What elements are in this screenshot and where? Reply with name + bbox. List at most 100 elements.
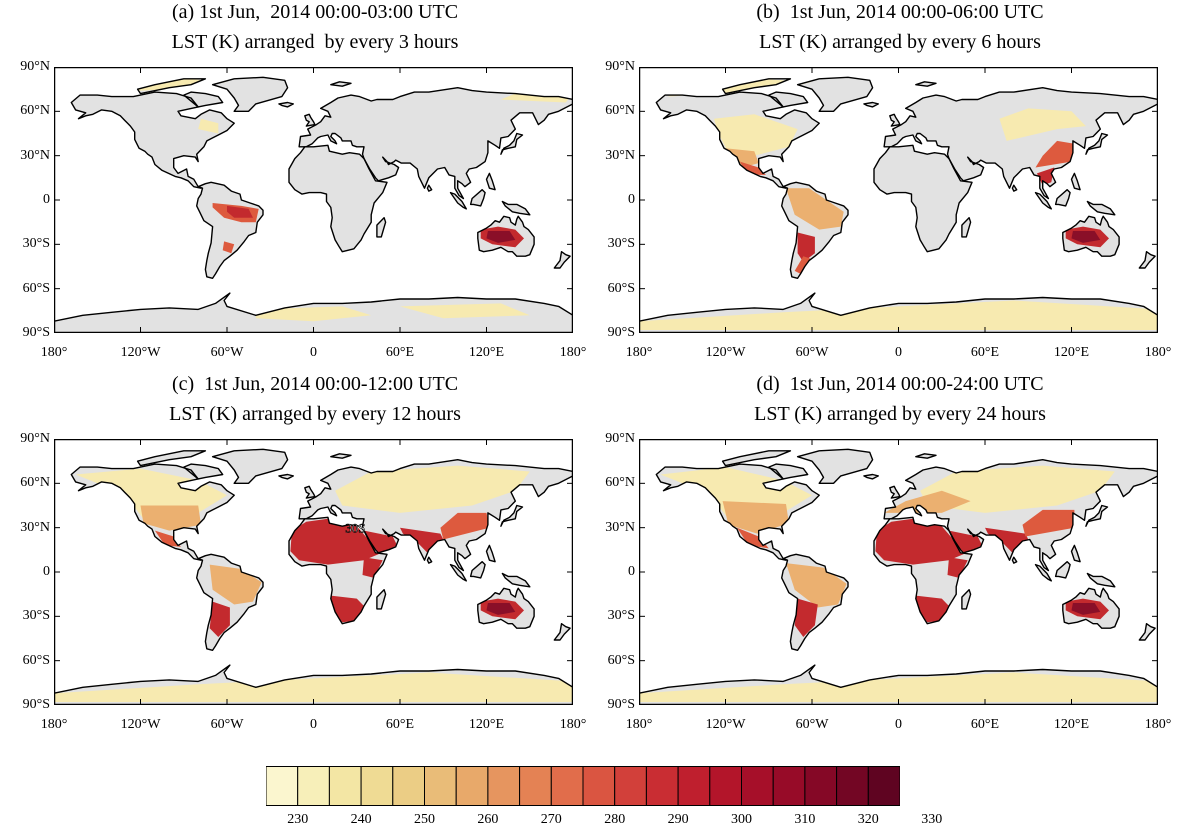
coastline-baffin xyxy=(183,463,224,480)
coastline-arctic-islands xyxy=(721,78,792,95)
colorbar-label: 280 xyxy=(604,812,626,827)
y-tick-label: 60°N xyxy=(20,475,50,491)
coastline-uk xyxy=(889,485,901,499)
coastline-iceland xyxy=(863,473,880,480)
coastline-south-america xyxy=(195,181,264,280)
lst-zone xyxy=(335,465,530,513)
x-tick-label: 120°W xyxy=(120,717,161,732)
landmass-africa xyxy=(874,145,972,252)
y-tick-label: 30°S xyxy=(607,236,635,252)
colorbar-label: 240 xyxy=(350,812,372,827)
colorbar-label: 260 xyxy=(477,812,499,827)
landmass-africa xyxy=(289,145,387,252)
y-tick-label: 60°N xyxy=(605,103,635,119)
lst-zone xyxy=(1071,603,1101,615)
x-tick-label: 60°E xyxy=(970,717,1000,732)
y-tick-label: 90°N xyxy=(20,59,50,74)
colorbar-swatch xyxy=(836,766,869,806)
lst-zone xyxy=(884,490,971,513)
coastline-sri-lanka xyxy=(426,556,433,564)
y-tick-label: 90°N xyxy=(20,431,50,446)
panel-title-line2: LST (K) arranged by every 24 hours xyxy=(754,403,1046,425)
x-tick-label: 60°E xyxy=(970,345,1000,360)
colorbar-svg xyxy=(266,766,900,806)
map-panel-d: (d) 1st Jun, 2014 00:00-24:00 UTC LST (K… xyxy=(585,372,1171,747)
landmass-arctic-islands xyxy=(722,450,791,466)
coastline-sri-lanka xyxy=(1011,556,1018,564)
colorbar-swatch xyxy=(487,766,521,806)
lst-zone xyxy=(154,530,181,547)
x-tick-label: 120°E xyxy=(1053,345,1090,360)
y-tick-label: 0 xyxy=(43,192,50,207)
colorbar-swatch xyxy=(582,766,616,806)
x-tick-label: 180° xyxy=(40,717,68,732)
map-panel-c: (c) 1st Jun, 2014 00:00-12:00 UTC LST (K… xyxy=(0,372,586,747)
map-annotation: 30S xyxy=(345,521,365,536)
colorbar-label: 230 xyxy=(287,812,309,827)
colorbar-swatch xyxy=(328,766,362,806)
coastline-greenland xyxy=(796,76,874,112)
landmass-greenland xyxy=(212,77,288,112)
lst-zone xyxy=(54,672,573,702)
landmass-madagascar xyxy=(376,589,386,609)
coastline-australia xyxy=(477,587,535,629)
y-tick-label: 60°S xyxy=(22,280,50,296)
landmass-uk xyxy=(304,486,315,499)
panel-title-line2: LST (K) arranged by every 3 hours xyxy=(171,31,459,53)
x-tick-label: 180° xyxy=(625,345,653,360)
lst-zone xyxy=(722,501,789,534)
landmass-uk xyxy=(889,486,900,499)
coastline-uk xyxy=(304,485,316,499)
world-map xyxy=(639,439,1158,705)
map-svg xyxy=(639,67,1158,333)
coastline-borneo xyxy=(1054,188,1071,207)
coastline-philippines xyxy=(1070,544,1081,563)
x-tick-label: 0 xyxy=(895,717,902,732)
world-map xyxy=(54,67,573,333)
coastline-arctic-islands xyxy=(136,78,207,95)
landmass-borneo xyxy=(470,561,486,578)
colorbar-swatch xyxy=(677,766,711,806)
x-tick-label: 120°E xyxy=(468,717,505,732)
colorbar-swatch xyxy=(360,766,394,806)
lst-zone xyxy=(794,256,812,274)
coastline-greenland xyxy=(796,448,874,484)
y-tick-label: 60°N xyxy=(605,475,635,491)
coastline-greenland xyxy=(211,448,289,484)
lst-zone xyxy=(1022,509,1075,537)
coastline-layer xyxy=(54,448,573,705)
x-tick-label: 180° xyxy=(559,345,587,360)
landmass-north-america xyxy=(71,92,235,189)
colorbar-swatch xyxy=(550,766,584,806)
lst-zone xyxy=(400,303,530,319)
y-tick-label: 30°N xyxy=(605,519,635,535)
x-tick-label: 180° xyxy=(625,717,653,732)
lst-zone xyxy=(639,672,1158,702)
coastline-japan xyxy=(500,132,524,155)
colorbar-label: 270 xyxy=(540,812,562,827)
coastline-madagascar xyxy=(376,588,387,610)
colorbar-swatch xyxy=(867,766,900,806)
y-tick-label: 30°S xyxy=(22,236,50,252)
y-tick-label: 30°S xyxy=(607,608,635,624)
x-tick-label: 180° xyxy=(1144,345,1172,360)
lst-zone xyxy=(739,161,766,175)
x-tick-label: 0 xyxy=(895,345,902,360)
coastline-uk xyxy=(889,113,901,127)
coastline-baffin xyxy=(768,463,809,480)
colorbar-swatch xyxy=(772,766,806,806)
landmass-madagascar xyxy=(376,217,386,237)
lst-zone xyxy=(794,598,818,637)
landmass-sumatra xyxy=(450,192,467,209)
colorbar-swatch xyxy=(297,766,330,806)
y-tick-label: 90°S xyxy=(22,325,50,340)
map-panel-a: (a) 1st Jun, 2014 00:00-03:00 UTC LST (K… xyxy=(0,0,586,375)
lst-zone xyxy=(1071,231,1101,243)
world-map xyxy=(639,67,1158,333)
coastline-svalbard xyxy=(330,81,352,87)
landmass-sumatra xyxy=(1035,192,1052,209)
coastline-madagascar xyxy=(376,216,387,238)
landmass-greenland xyxy=(212,449,288,484)
coastline-madagascar xyxy=(961,588,972,610)
coastline-baffin xyxy=(183,91,224,108)
